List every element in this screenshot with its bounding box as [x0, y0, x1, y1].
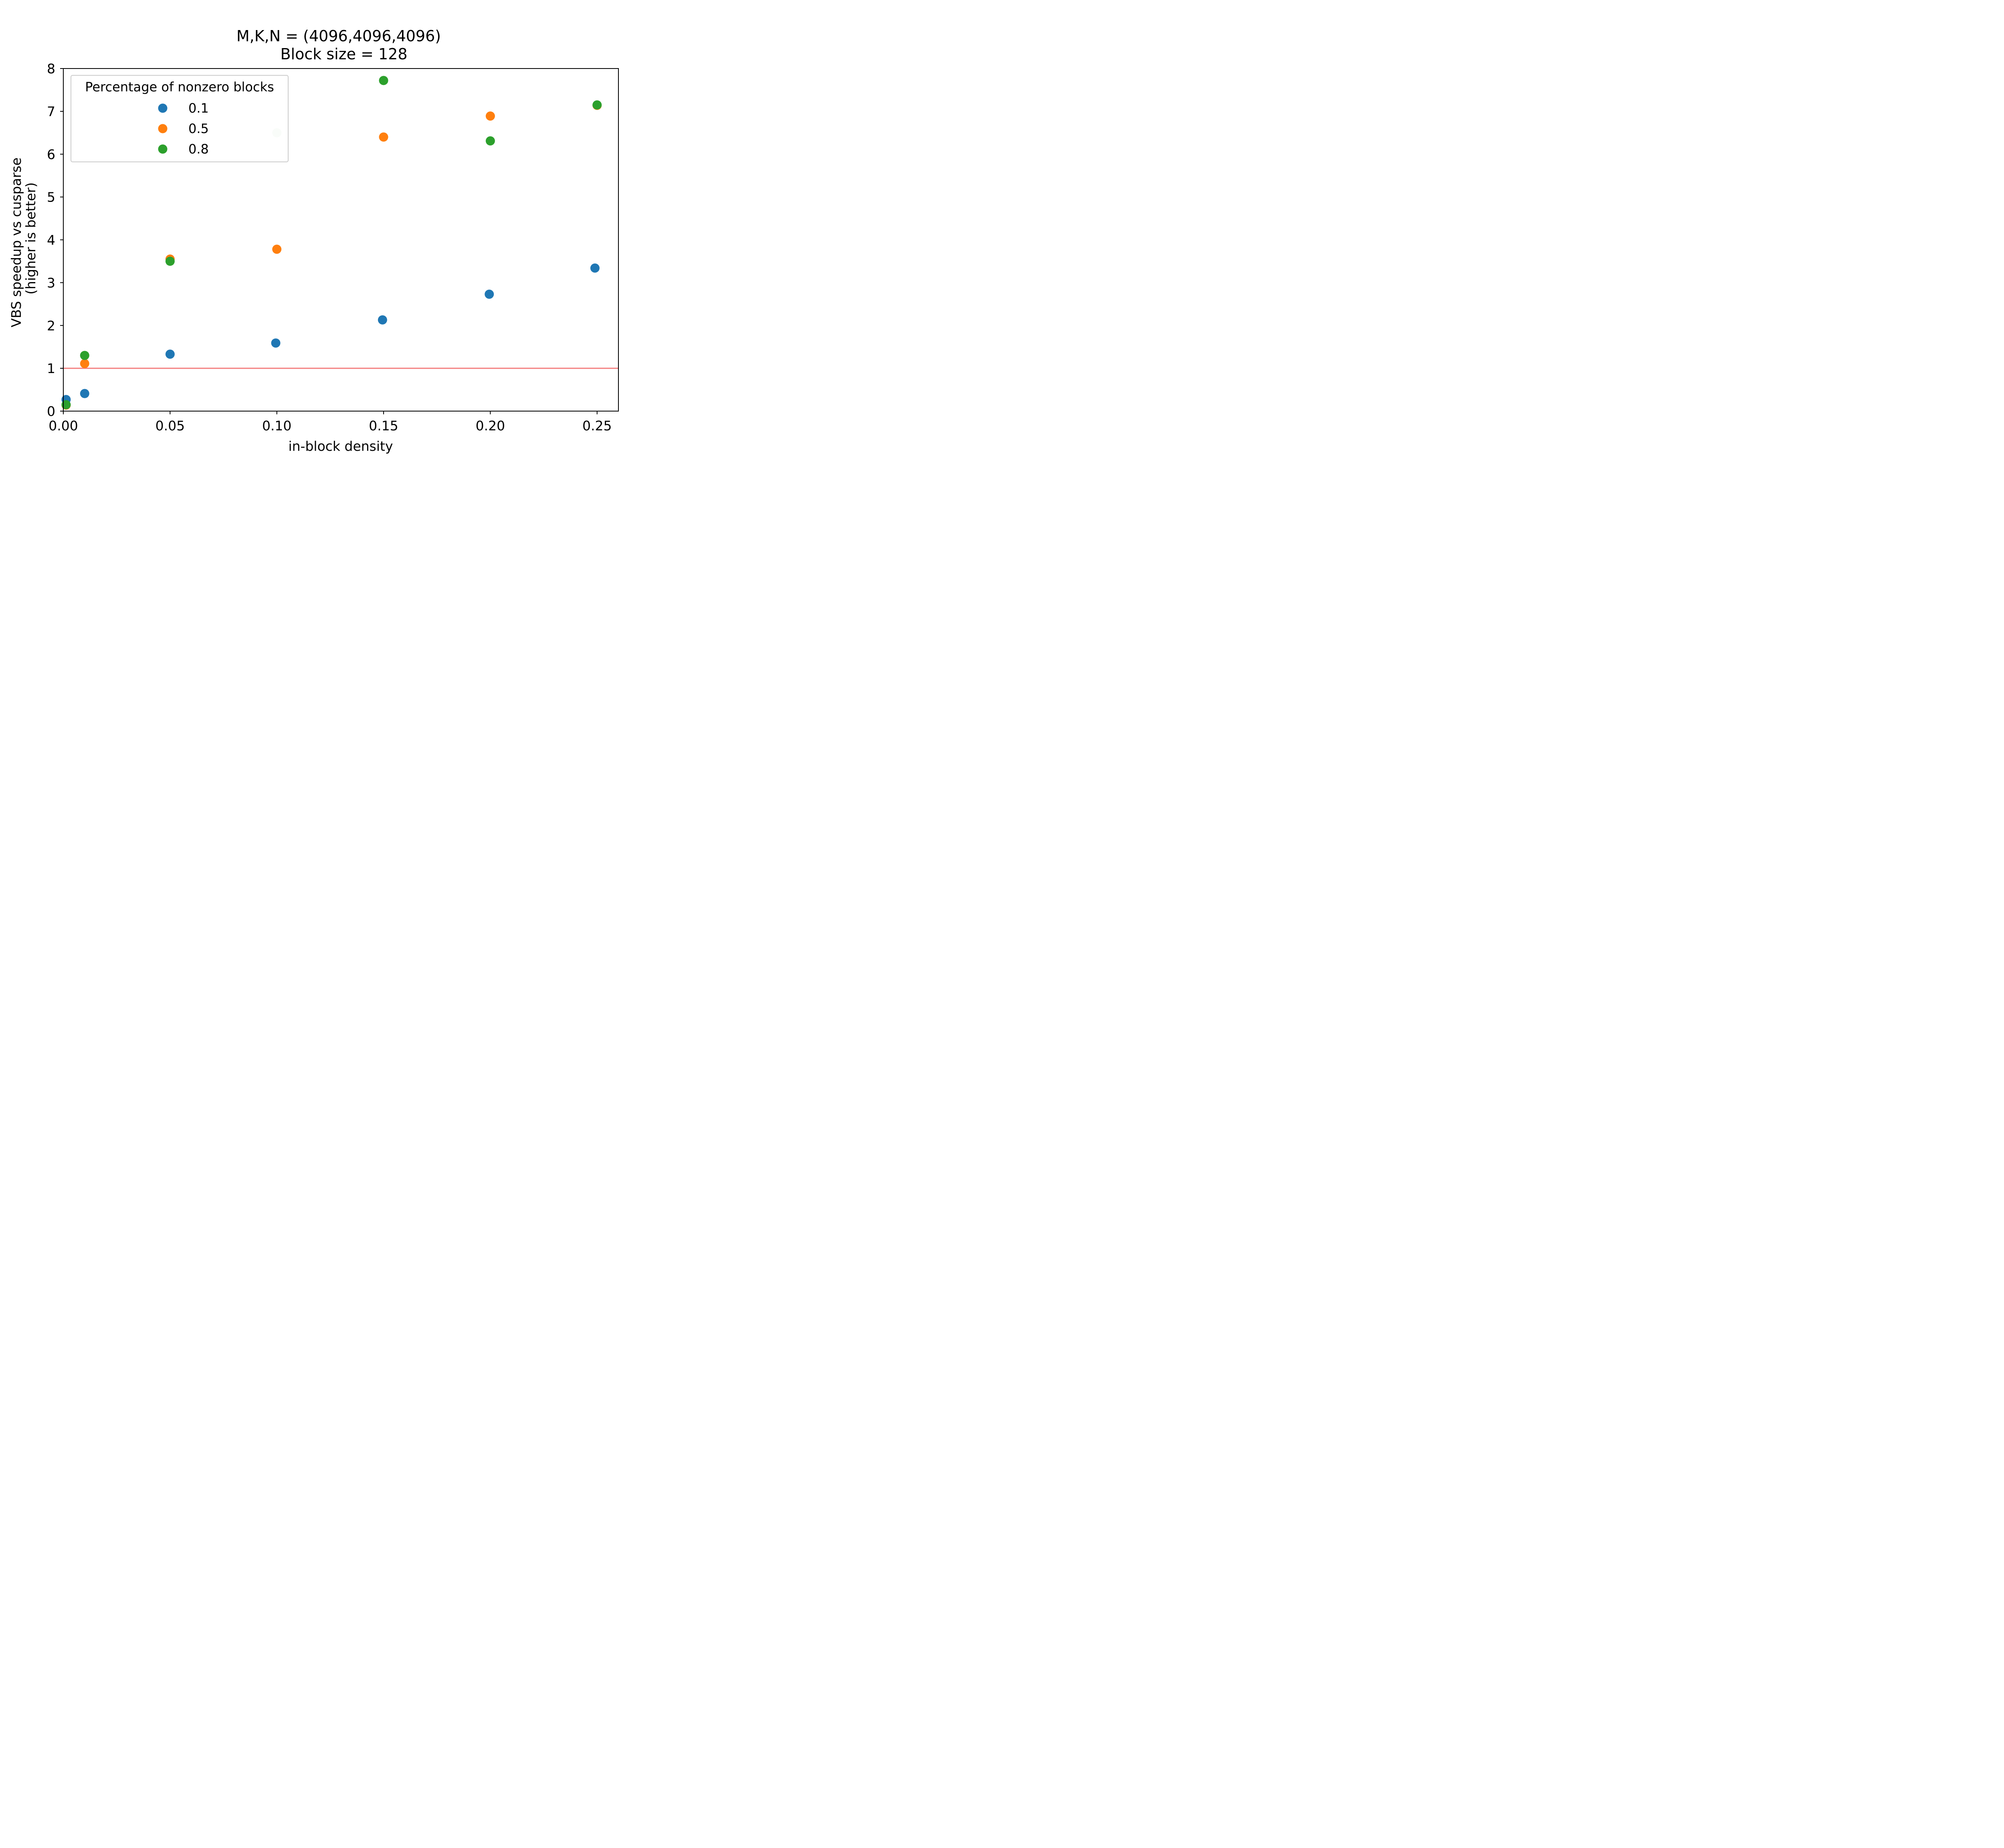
y-tick-label-4: 4: [47, 232, 55, 248]
data-point-series-0.8-2: [80, 351, 89, 360]
data-point-series-0.8-3: [165, 256, 175, 266]
data-points: [61, 76, 602, 410]
legend-label-0.1: 0.1: [188, 101, 209, 116]
data-point-series-0.5-4: [272, 244, 282, 254]
data-point-series-0.1-7: [590, 263, 600, 273]
axes: 0.00 0.05 0.10 0.15 0.20 0.25 0 1 2 3 4 5 6 7 8: [47, 61, 619, 434]
y-tick-label-7: 7: [47, 104, 55, 119]
data-point-series-0.1-6: [485, 289, 494, 299]
y-axis-label-secondary: (higher is better): [23, 182, 38, 295]
data-point-series-0.5-2: [80, 359, 89, 368]
data-point-series-0.1-2: [80, 389, 89, 398]
y-tick-label-2: 2: [47, 318, 55, 333]
x-tick-label-2: 0.10: [262, 418, 291, 434]
legend-entries: 0.1 0.5 0.8: [158, 101, 209, 157]
y-tick-label-8: 8: [47, 61, 55, 77]
legend-label-0.8: 0.8: [188, 141, 209, 157]
y-tick-label-0: 0: [47, 403, 55, 419]
data-point-series-0.8-5: [379, 76, 388, 85]
y-tick-label-1: 1: [47, 361, 55, 376]
x-tick-label-0: 0.00: [48, 418, 78, 434]
data-point-series-0.5-6: [485, 111, 495, 121]
figure-background: [0, 0, 626, 462]
legend: Percentage of nonzero blocks 0.1 0.5 0.8: [71, 75, 289, 162]
legend-marker-0.8: [158, 144, 168, 154]
data-point-series-0.8-1: [61, 400, 71, 410]
y-axis-label: VBS speedup vs cusparse: [8, 157, 24, 327]
legend-marker-0.1: [158, 103, 168, 113]
data-point-series-0.8-6: [485, 136, 495, 146]
x-tick-label-1: 0.05: [156, 418, 185, 434]
x-tick-label-5: 0.25: [582, 418, 612, 434]
y-tick-label-6: 6: [47, 147, 55, 162]
chart-subtitle: Block size = 128: [280, 45, 407, 63]
chart-title: M,K,N = (4096,4096,4096): [236, 27, 441, 45]
x-axis-label: in-block density: [288, 438, 393, 454]
data-point-series-0.5-5: [379, 132, 388, 142]
data-point-series-0.1-4: [271, 338, 281, 348]
legend-label-0.5: 0.5: [188, 121, 209, 136]
data-point-series-0.1-3: [165, 349, 175, 359]
legend-title: Percentage of nonzero blocks: [85, 79, 274, 95]
scatter-chart: M,K,N = (4096,4096,4096) Block size = 12…: [0, 0, 626, 462]
y-tick-label-5: 5: [47, 190, 55, 205]
x-tick-label-4: 0.20: [476, 418, 505, 434]
y-tick-label-3: 3: [47, 275, 55, 291]
data-point-series-0.1-5: [378, 315, 387, 325]
x-tick-label-3: 0.15: [369, 418, 398, 434]
legend-box: [71, 75, 289, 162]
legend-marker-0.5: [158, 124, 168, 133]
data-point-series-0.8-7: [592, 100, 602, 110]
